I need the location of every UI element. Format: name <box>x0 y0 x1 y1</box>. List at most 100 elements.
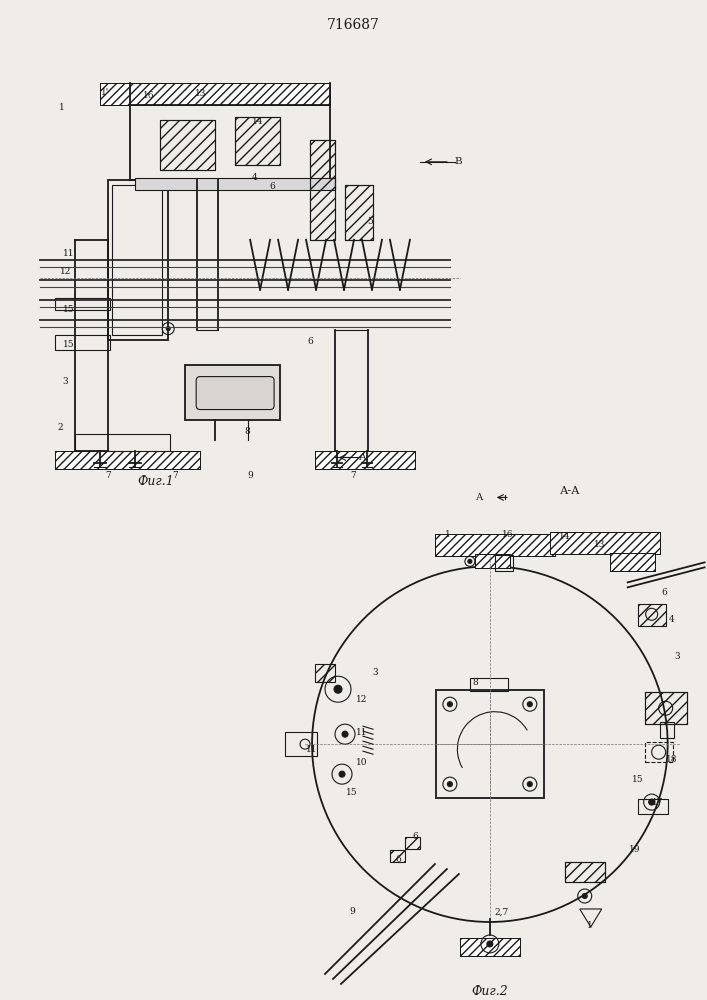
Text: 15: 15 <box>632 775 643 784</box>
Bar <box>55 451 200 469</box>
Bar <box>645 742 672 762</box>
Text: 11: 11 <box>62 249 74 258</box>
Text: А: А <box>359 453 367 462</box>
Circle shape <box>334 685 342 693</box>
Bar <box>160 120 215 170</box>
Text: 12: 12 <box>59 267 71 276</box>
Text: 5: 5 <box>367 217 373 226</box>
Text: 10: 10 <box>356 758 368 767</box>
Circle shape <box>342 731 348 737</box>
Text: 4: 4 <box>669 615 674 624</box>
Text: 15: 15 <box>346 788 358 797</box>
Bar <box>345 185 373 240</box>
Circle shape <box>448 702 452 707</box>
Text: 9: 9 <box>247 471 253 480</box>
Text: 16: 16 <box>143 91 154 100</box>
Circle shape <box>468 559 472 563</box>
Text: 3: 3 <box>62 377 68 386</box>
Bar <box>475 554 510 568</box>
Bar <box>55 335 110 350</box>
FancyBboxPatch shape <box>196 377 274 410</box>
Bar <box>235 117 280 165</box>
Bar <box>435 534 555 556</box>
Bar <box>436 690 544 798</box>
Bar <box>565 862 604 882</box>
Bar <box>135 178 335 190</box>
Bar <box>645 692 686 724</box>
Bar <box>130 105 330 180</box>
Text: 11: 11 <box>306 745 317 754</box>
Text: 6: 6 <box>269 182 275 191</box>
Circle shape <box>527 782 532 787</box>
Text: 13: 13 <box>194 89 206 98</box>
Text: 7: 7 <box>350 471 356 480</box>
Text: 15: 15 <box>62 305 74 314</box>
Text: 8: 8 <box>472 678 478 687</box>
Text: 14: 14 <box>252 117 264 126</box>
Bar <box>310 140 335 240</box>
Bar <box>315 451 415 469</box>
Text: 6: 6 <box>395 855 401 864</box>
Text: 19: 19 <box>629 845 641 854</box>
Text: 6: 6 <box>307 337 313 346</box>
Bar <box>112 185 162 335</box>
Bar <box>55 298 110 310</box>
Bar <box>310 140 335 240</box>
Bar <box>638 799 667 814</box>
Bar <box>609 553 655 571</box>
Text: А-А: А-А <box>559 486 580 496</box>
Bar <box>550 532 660 554</box>
Text: 1': 1' <box>101 88 110 97</box>
Text: 18: 18 <box>666 755 677 764</box>
Bar <box>390 850 405 862</box>
Text: 3: 3 <box>372 668 378 677</box>
Text: 3: 3 <box>674 652 680 661</box>
Circle shape <box>448 782 452 787</box>
Bar <box>645 692 686 724</box>
Text: 716687: 716687 <box>327 18 380 32</box>
Text: 6: 6 <box>662 588 667 597</box>
Text: 2,7: 2,7 <box>495 907 509 916</box>
Circle shape <box>527 702 532 707</box>
Bar <box>495 555 513 571</box>
Text: Фиг.1: Фиг.1 <box>137 475 174 488</box>
Bar <box>475 554 510 568</box>
Circle shape <box>487 941 493 947</box>
Text: 1: 1 <box>587 921 592 930</box>
Text: 17: 17 <box>652 798 663 807</box>
Text: 15: 15 <box>62 340 74 349</box>
Text: 11: 11 <box>356 728 368 737</box>
Bar <box>470 678 508 691</box>
Bar <box>55 451 200 469</box>
Bar <box>185 365 280 420</box>
Text: 4: 4 <box>252 173 258 182</box>
Text: Фиг.2: Фиг.2 <box>472 985 508 998</box>
Bar <box>100 83 330 105</box>
Circle shape <box>583 894 588 899</box>
Bar <box>315 664 335 682</box>
Bar <box>609 553 655 571</box>
Circle shape <box>339 771 345 777</box>
Bar <box>235 117 280 165</box>
Text: 8: 8 <box>244 427 250 436</box>
Bar <box>100 83 330 105</box>
Bar <box>638 604 666 626</box>
Text: 16: 16 <box>502 530 513 539</box>
Text: 7: 7 <box>105 471 111 480</box>
Text: 13: 13 <box>594 540 605 549</box>
Text: 6: 6 <box>412 832 418 841</box>
Text: 2: 2 <box>57 423 63 432</box>
Bar <box>460 938 520 956</box>
Text: 7: 7 <box>173 471 178 480</box>
Bar <box>315 451 415 469</box>
Bar <box>345 185 373 240</box>
Bar <box>460 938 520 956</box>
Text: 9: 9 <box>349 907 355 916</box>
Text: А: А <box>477 493 484 502</box>
Bar <box>565 862 604 882</box>
Bar <box>160 120 215 170</box>
Bar <box>435 534 555 556</box>
Bar <box>108 180 168 340</box>
Circle shape <box>166 327 170 331</box>
Text: 12: 12 <box>356 695 368 704</box>
